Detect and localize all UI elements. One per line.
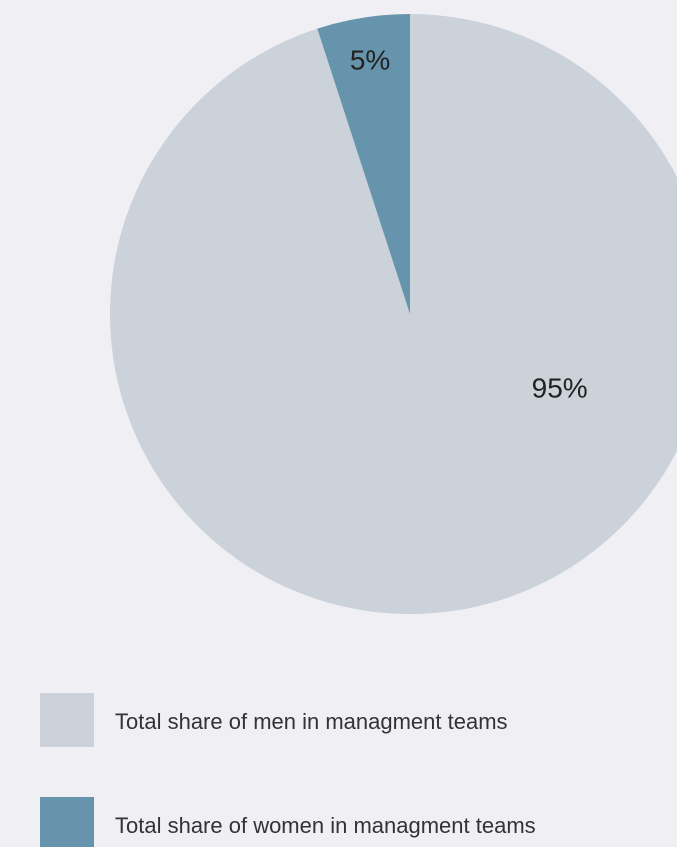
pie-slice (317, 14, 410, 314)
legend-label: Total share of men in managment teams (115, 709, 508, 734)
value-label: 95% (532, 373, 588, 404)
value-label: 5% (350, 45, 390, 76)
legend-swatch (40, 693, 94, 747)
legend-label: Total share of women in managment teams (115, 813, 536, 838)
legend-swatch (40, 797, 94, 847)
pie-slice (110, 14, 677, 614)
